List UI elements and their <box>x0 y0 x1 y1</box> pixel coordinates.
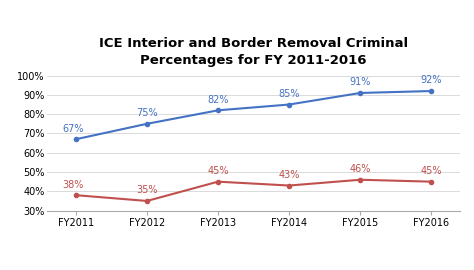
Text: 82%: 82% <box>207 95 229 105</box>
Text: 75%: 75% <box>136 108 158 118</box>
Text: 45%: 45% <box>420 166 442 176</box>
Text: 67%: 67% <box>62 124 84 134</box>
Text: 35%: 35% <box>136 185 158 195</box>
Text: 43%: 43% <box>278 170 300 180</box>
Text: 46%: 46% <box>349 164 371 174</box>
Text: 45%: 45% <box>207 166 229 176</box>
Text: 91%: 91% <box>349 77 371 87</box>
Title: ICE Interior and Border Removal Criminal
Percentages for FY 2011-2016: ICE Interior and Border Removal Criminal… <box>99 38 408 68</box>
Text: 92%: 92% <box>420 76 442 86</box>
Text: 85%: 85% <box>278 89 300 99</box>
Text: 38%: 38% <box>63 180 84 190</box>
